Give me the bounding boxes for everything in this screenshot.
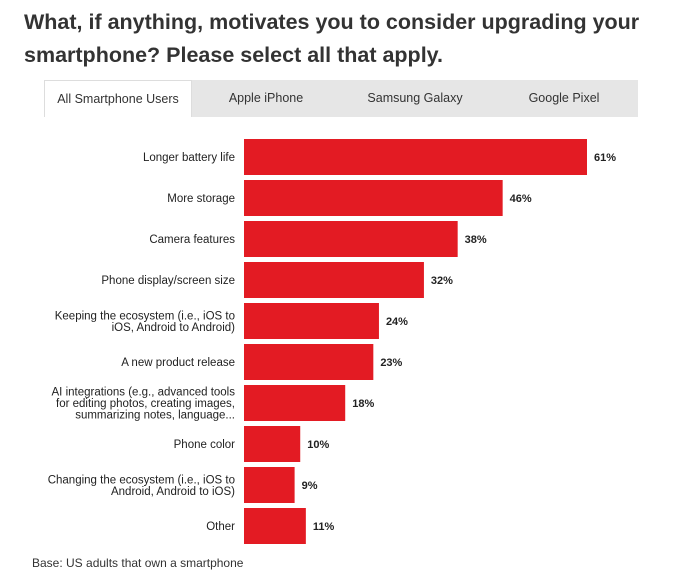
- category-label-0: Longer battery life: [143, 152, 235, 164]
- value-label-2: 38%: [465, 234, 487, 246]
- base-footnote: Base: US adults that own a smartphone: [32, 556, 244, 570]
- question-title: What, if anything, motivates you to cons…: [24, 10, 640, 67]
- bar-3: [244, 262, 424, 298]
- category-label-2: Camera features: [149, 234, 235, 246]
- value-label-0: 61%: [594, 152, 616, 164]
- value-label-3: 32%: [431, 275, 453, 287]
- category-label-1: More storage: [167, 193, 235, 205]
- tab-google-pixel[interactable]: Google Pixel: [528, 91, 600, 105]
- category-label-8: Changing the ecosystem (i.e., iOS to Andr…: [48, 474, 235, 498]
- value-label-7: 10%: [307, 439, 329, 451]
- bar-2: [244, 221, 458, 257]
- tab-all-smartphone-users[interactable]: All Smartphone Users: [44, 80, 192, 117]
- category-label-9: Other: [206, 521, 235, 533]
- value-label-4: 24%: [386, 316, 408, 328]
- value-label-8: 9%: [302, 480, 318, 492]
- category-label-3: Phone display/screen size: [101, 275, 235, 287]
- value-label-5: 23%: [380, 357, 402, 369]
- bar-8: [244, 467, 295, 503]
- category-label-5: A new product release: [121, 357, 235, 369]
- bar-4: [244, 303, 379, 339]
- tab-apple-iphone[interactable]: Apple iPhone: [228, 91, 304, 105]
- category-label-6: AI integrations (e.g., advanced tools for…: [52, 387, 236, 422]
- value-label-6: 18%: [352, 398, 374, 410]
- bar-9: [244, 508, 306, 544]
- bar-5: [244, 344, 374, 380]
- value-label-9: 11%: [313, 521, 335, 533]
- tab-samsung-galaxy[interactable]: Samsung Galaxy: [367, 91, 463, 105]
- bar-chart: 61% Longer battery life 46% More storage 38%…: [48, 139, 616, 544]
- category-label-4: Keeping the ecosystem (i.e., iOS to iOS, …: [55, 310, 235, 334]
- bar-1: [244, 180, 503, 216]
- bar-7: [244, 426, 301, 462]
- bar-6: [244, 385, 346, 421]
- value-label-1: 46%: [510, 193, 532, 205]
- category-label-7: Phone color: [174, 439, 236, 451]
- bar-0: [244, 139, 587, 175]
- segment-tabs: All Smartphone Users Apple iPhone Samsun…: [44, 80, 638, 117]
